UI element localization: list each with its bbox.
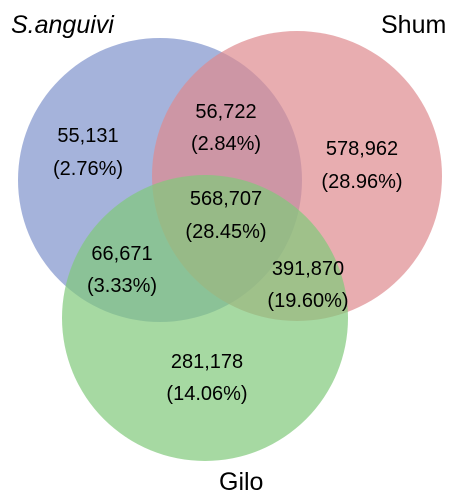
region-all-three: 568,707 (28.45%)	[185, 188, 266, 243]
set-label-gilo: Gilo	[219, 468, 263, 496]
region-percent: (2.76%)	[53, 158, 123, 180]
region-count: 55,131	[57, 125, 118, 147]
region-s-anguivi-shum: 56,722 (2.84%)	[191, 101, 261, 155]
region-count: 56,722	[195, 101, 256, 123]
region-only-gilo: 281,178 (14.06%)	[166, 351, 247, 405]
set-label-s-anguivi: S.anguivi	[11, 11, 115, 39]
region-s-anguivi-gilo: 66,671 (3.33%)	[87, 243, 157, 297]
region-percent: (19.60%)	[267, 290, 348, 312]
region-percent: (3.33%)	[87, 275, 157, 297]
region-percent: (28.96%)	[321, 171, 402, 193]
region-percent: (14.06%)	[166, 383, 247, 405]
circles	[18, 31, 442, 461]
region-shum-gilo: 391,870 (19.60%)	[267, 258, 348, 312]
region-count: 578,962	[326, 138, 398, 160]
set-label-shum: Shum	[381, 11, 446, 39]
region-count: 66,671	[91, 243, 152, 265]
region-count: 568,707	[190, 188, 262, 210]
set-circle-gilo	[62, 175, 348, 461]
region-percent: (28.45%)	[185, 221, 266, 243]
region-count: 281,178	[171, 351, 243, 373]
region-only-shum: 578,962 (28.96%)	[321, 138, 402, 193]
region-count: 391,870	[272, 258, 344, 280]
region-percent: (2.84%)	[191, 133, 261, 155]
region-only-s-anguivi: 55,131 (2.76%)	[53, 125, 123, 180]
